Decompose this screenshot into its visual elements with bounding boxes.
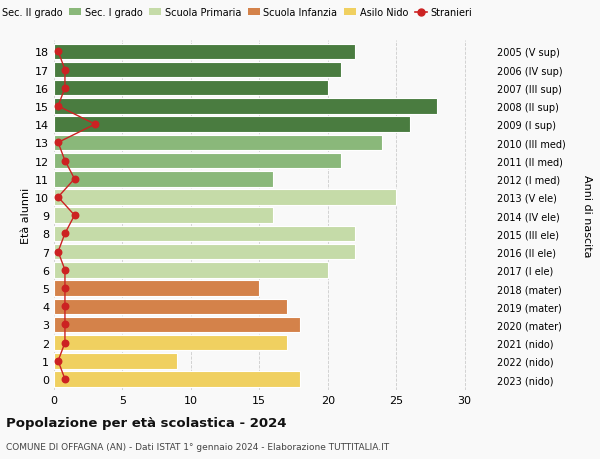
- Bar: [54, 63, 341, 78]
- Bar: [54, 317, 301, 332]
- Bar: [54, 190, 396, 205]
- Bar: [54, 335, 287, 351]
- Y-axis label: Età alunni: Età alunni: [21, 188, 31, 244]
- Text: Popolazione per età scolastica - 2024: Popolazione per età scolastica - 2024: [6, 416, 287, 429]
- Bar: [54, 281, 259, 296]
- Bar: [54, 208, 273, 224]
- Point: [60, 321, 70, 329]
- Point: [90, 121, 100, 129]
- Point: [53, 103, 63, 110]
- Bar: [54, 226, 355, 241]
- Bar: [54, 172, 273, 187]
- Point: [53, 248, 63, 256]
- Point: [60, 67, 70, 74]
- Point: [70, 176, 79, 183]
- Point: [53, 49, 63, 56]
- Bar: [54, 371, 301, 387]
- Bar: [54, 81, 328, 96]
- Bar: [54, 153, 341, 169]
- Legend: Sec. II grado, Sec. I grado, Scuola Primaria, Scuola Infanzia, Asilo Nido, Stran: Sec. II grado, Sec. I grado, Scuola Prim…: [0, 4, 476, 22]
- Point: [60, 267, 70, 274]
- Point: [53, 194, 63, 201]
- Text: COMUNE DI OFFAGNA (AN) - Dati ISTAT 1° gennaio 2024 - Elaborazione TUTTITALIA.IT: COMUNE DI OFFAGNA (AN) - Dati ISTAT 1° g…: [6, 442, 389, 451]
- Point: [70, 212, 79, 219]
- Bar: [54, 263, 328, 278]
- Point: [60, 339, 70, 347]
- Bar: [54, 45, 355, 60]
- Bar: [54, 353, 177, 369]
- Point: [60, 230, 70, 238]
- Bar: [54, 99, 437, 114]
- Point: [60, 285, 70, 292]
- Point: [60, 303, 70, 310]
- Point: [53, 358, 63, 365]
- Bar: [54, 244, 355, 260]
- Point: [60, 85, 70, 92]
- Bar: [54, 135, 383, 151]
- Point: [60, 375, 70, 383]
- Point: [53, 140, 63, 147]
- Bar: [54, 299, 287, 314]
- Y-axis label: Anni di nascita: Anni di nascita: [582, 174, 592, 257]
- Point: [60, 157, 70, 165]
- Bar: [54, 117, 410, 133]
